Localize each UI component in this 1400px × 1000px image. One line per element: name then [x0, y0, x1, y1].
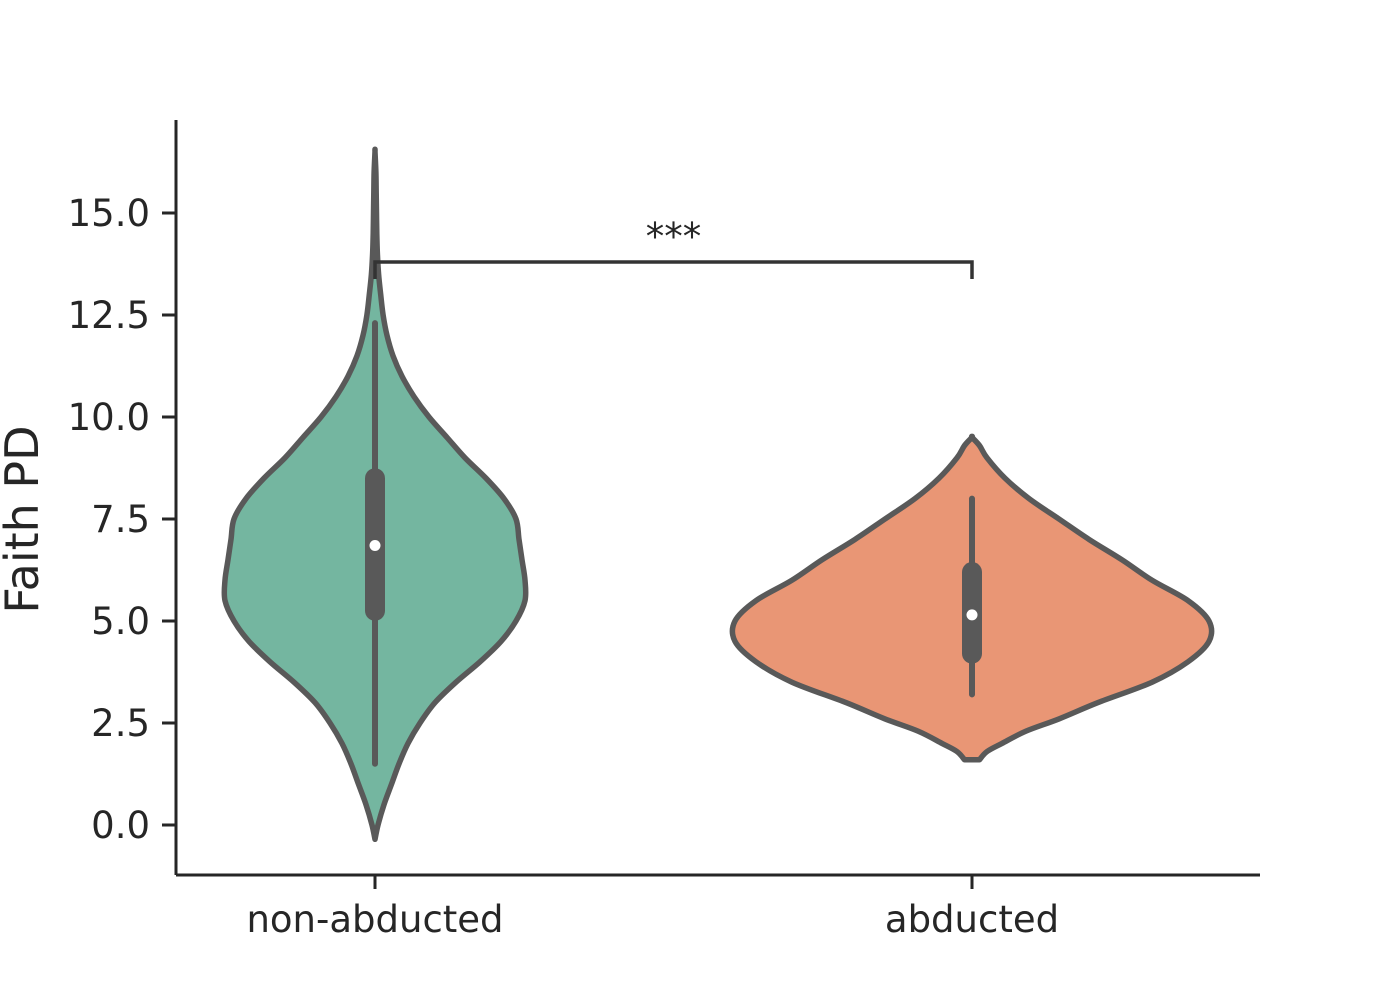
violin-median-abducted	[966, 609, 978, 621]
y-tick-label: 7.5	[91, 498, 150, 541]
significance-label: ***	[646, 215, 702, 258]
axes-group: 0.0 2.5 5.0 7.5 10.0 12.5 15.0 non-abducted abdu…	[68, 120, 1260, 941]
y-tick-label: 2.5	[91, 702, 150, 745]
y-tick-label: 12.5	[68, 294, 150, 337]
violins-group	[221, 146, 1215, 843]
significance-bracket	[373, 260, 974, 279]
y-tick-label: 15.0	[68, 192, 150, 235]
y-tick-label: 5.0	[91, 600, 150, 643]
significance-group: ***	[373, 215, 974, 279]
x-tick-label: abducted	[885, 898, 1059, 941]
y-tick-label: 0.0	[91, 804, 150, 847]
y-axis-title: Faith PD	[0, 425, 49, 613]
x-tick-label: non-abducted	[246, 898, 503, 941]
y-tick-label: 10.0	[68, 396, 150, 439]
violin-median-non-abducted	[369, 540, 381, 552]
